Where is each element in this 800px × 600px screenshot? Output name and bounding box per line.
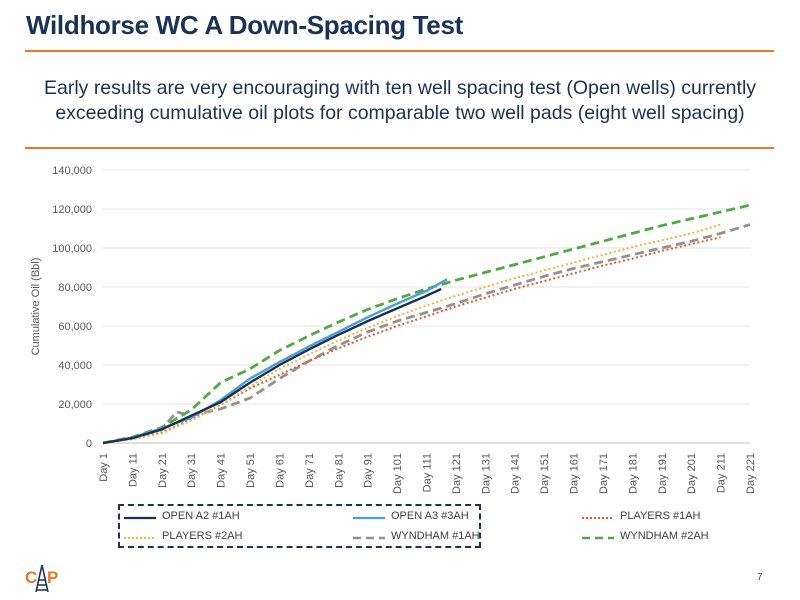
series-line-open-a3-3ah [102,278,448,445]
series-line-wyndham-2ah [102,203,751,445]
x-tick-label: Day 41 [216,453,228,488]
y-tick-label: 40,000 [58,360,92,372]
x-tick-label: Day 81 [333,453,345,488]
y-tick-label: 20,000 [58,399,92,411]
x-tick-label: Day 181 [627,453,639,494]
x-tick-label: Day 191 [657,453,669,494]
logo-derrick [35,564,49,593]
series-line-open-a2-1ah [102,287,442,445]
series-line-wyndham-1ah [102,223,751,445]
legend-label-players-1ah: PLAYERS #1AH [620,510,701,522]
logo-letter-p: P [47,568,58,587]
title-divider [25,50,774,52]
legend-swatch-wyndham-1ah [353,536,385,540]
x-tick-label: Day 201 [686,453,698,494]
legend-label-wyndham-1ah: WYNDHAM #1AH [391,530,480,542]
series-line-players-1ah [102,236,721,444]
legend-swatch-open-a3 [353,516,385,520]
legend-swatch-wyndham-2ah [582,536,614,540]
x-tick-label: Day 221 [745,453,757,494]
x-tick-label: Day 71 [304,453,316,488]
x-tick-label: Day 111 [422,453,434,492]
x-tick-label: Day 151 [539,453,551,494]
x-tick-label: Day 101 [392,453,404,494]
x-tick-label: Day 131 [480,453,492,494]
x-tick-label: Day 61 [274,453,286,488]
y-tick-label: 120,000 [52,204,92,216]
subtitle-divider [25,147,774,149]
legend-swatch-players-1ah [582,517,614,519]
slide-subtitle: Early results are very encouraging with … [43,77,757,124]
legend-label-open-a3: OPEN A3 #3AH [391,510,469,522]
legend-swatch-open-a2 [124,516,156,520]
x-tick-label: Day 1 [98,453,110,482]
y-tick-label: 0 [86,438,92,450]
x-tick-label: Day 161 [569,453,581,494]
x-tick-label: Day 21 [157,453,169,488]
legend-label-open-a2: OPEN A2 #1AH [162,510,240,522]
x-tick-label: Day 31 [186,453,198,488]
legend-swatch-players-2ah [124,537,156,539]
legend-highlight-box [118,504,481,548]
y-tick-label: 140,000 [52,165,92,177]
legend-label-wyndham-2ah: WYNDHAM #2AH [620,530,709,542]
y-tick-label: 80,000 [58,282,92,294]
x-tick-label: Day 171 [598,453,610,494]
legend-label-players-2ah: PLAYERS #2AH [162,530,243,542]
slide-title: Wildhorse WC A Down-Spacing Test [26,10,463,40]
x-tick-label: Day 121 [451,453,463,494]
y-axis-label: Cumulative Oil (Bbl) [30,258,42,356]
y-tick-label: 60,000 [58,321,92,333]
x-tick-label: Day 141 [510,453,522,494]
page-number: 7 [757,572,763,583]
x-tick-label: Day 211 [716,453,728,493]
company-logo: C P [25,564,58,593]
series-line-players-2ah [102,223,721,444]
x-tick-label: Day 51 [245,453,257,488]
y-tick-label: 100,000 [52,243,92,255]
logo-letter-c: C [25,568,37,587]
x-tick-label: Day 91 [363,453,375,488]
x-tick-label: Day 11 [127,453,139,487]
